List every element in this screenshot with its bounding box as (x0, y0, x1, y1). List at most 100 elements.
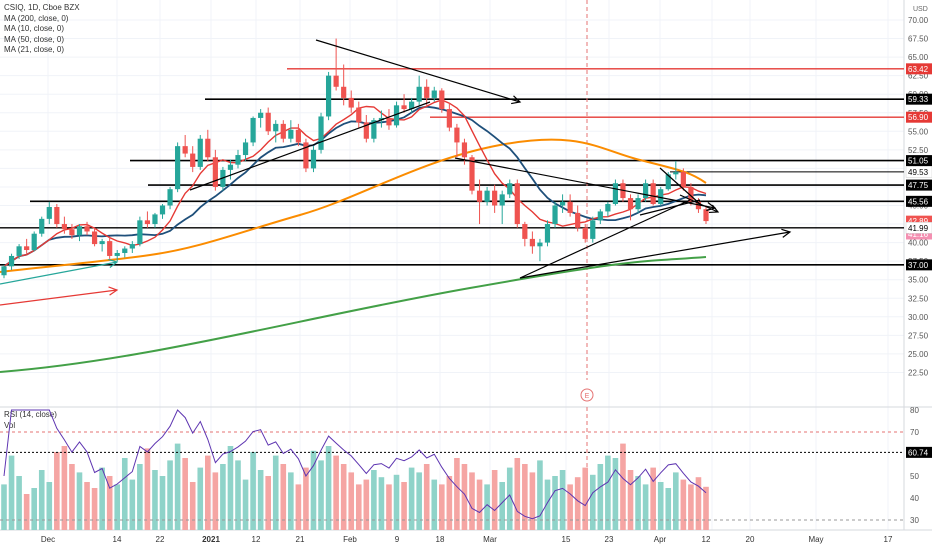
volume-bar (69, 464, 75, 530)
candle-body (476, 190, 483, 202)
candle-body (378, 117, 385, 121)
price-label: 45.56 (908, 197, 929, 206)
candle-body (227, 164, 234, 170)
price-label-bg (906, 63, 932, 75)
candle-body (175, 146, 181, 190)
volume-bar (393, 474, 400, 530)
price-label: 42.89 (908, 217, 929, 226)
y-tick-label: 25.00 (908, 350, 929, 359)
volume-bar (537, 460, 543, 530)
price-label: 41.16 (908, 230, 929, 239)
volume-bar (84, 482, 90, 530)
candle-body (84, 226, 90, 232)
volume-bar (673, 472, 679, 530)
candle-body (439, 90, 445, 110)
volume-bar (567, 484, 573, 530)
volume-bar (589, 474, 596, 530)
y-tick-label: 40.00 (908, 239, 929, 248)
volume-bar (205, 455, 211, 530)
candle-body (182, 146, 188, 154)
price-label-bg (906, 215, 932, 227)
trend-line (315, 39, 521, 103)
grid (0, 0, 904, 530)
volume-bar (446, 476, 453, 530)
volume-bar (106, 476, 113, 530)
volume-bar (605, 455, 611, 530)
candle-body (1, 266, 7, 276)
volume-bar (552, 476, 558, 530)
price-label: 49.53 (908, 168, 929, 177)
candle-body (152, 214, 158, 225)
volume-bar (386, 484, 392, 530)
candle-body (371, 120, 377, 139)
indicator-ma50: MA (50, close, 0) (4, 34, 65, 44)
rsi-tick-label: 30 (910, 516, 919, 525)
candle-body (310, 149, 317, 169)
candle-body (122, 248, 128, 253)
volume-bar (121, 458, 128, 530)
volume-bar (220, 464, 226, 530)
y-tick-label: 52.50 (908, 146, 929, 155)
candle-body (167, 189, 173, 206)
rsi-tick-label: 40 (910, 494, 919, 503)
candle-body (341, 86, 347, 98)
y-tick-label: 30.00 (908, 313, 929, 322)
ma21-line (3, 105, 707, 268)
volume-bar (348, 472, 355, 530)
support-resistance-lines (0, 68, 904, 266)
price-label: 51.05 (908, 157, 929, 166)
x-tick-label: 21 (296, 535, 305, 544)
candle-body (91, 231, 98, 245)
candle-body (197, 138, 203, 167)
y-tick-label: 27.50 (908, 331, 929, 340)
candle-body (258, 112, 264, 118)
candle-body (401, 105, 407, 110)
candle-body (235, 155, 241, 165)
price-label-bg (906, 259, 932, 271)
rsi-line (3, 409, 707, 520)
volume-bar (23, 494, 30, 530)
volume-bar (310, 450, 317, 530)
candle-body (605, 204, 611, 212)
candle-body (597, 211, 603, 221)
volume-bar (408, 467, 415, 530)
candle-body (499, 194, 505, 206)
y-tick-label: 62.50 (908, 72, 929, 81)
volume-bar (137, 464, 143, 530)
ma200-line (0, 256, 707, 373)
candle-body (590, 220, 596, 239)
y-tick-label: 22.50 (908, 368, 929, 377)
candle-body (680, 172, 686, 187)
candle-body (46, 206, 52, 219)
candle-body (424, 86, 430, 98)
volume-bar (650, 467, 656, 530)
volume-bar (114, 484, 121, 530)
volume-bar (484, 484, 490, 530)
rsi-tick-label: 50 (910, 472, 919, 481)
volume-bar (257, 470, 264, 530)
x-tick-label: 23 (605, 535, 614, 544)
candle-body (559, 201, 566, 206)
volume-bar (371, 470, 377, 530)
volume-bar (250, 452, 256, 530)
candle-body (658, 189, 664, 205)
price-label-bg (905, 166, 932, 178)
candle-body (514, 183, 520, 225)
trend-line (659, 167, 701, 205)
volume-bar (469, 472, 475, 530)
y-tick-label: 65.00 (908, 53, 929, 62)
rsi-tick-label: 80 (910, 406, 919, 415)
volume-bar (522, 464, 528, 530)
volume-bar (454, 458, 460, 530)
candle-body (250, 117, 256, 143)
legend: CSIQ, 1D, Cboe BZX MA (200, close, 0) MA… (4, 3, 80, 56)
volume-bar (574, 477, 581, 530)
lower-pane: RSI (14, close)Vol80706050403060.74 (0, 406, 932, 530)
candle-body (303, 142, 309, 169)
volume-bar (99, 467, 105, 530)
arrow-head (511, 95, 522, 105)
volume-bar (401, 482, 407, 530)
candle-body (114, 252, 120, 256)
